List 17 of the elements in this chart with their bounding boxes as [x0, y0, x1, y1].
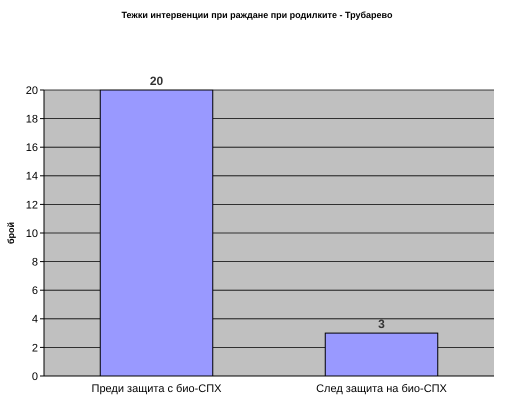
x-tick-label: След защита на био-СПХ [316, 383, 448, 395]
y-tick-label: 18 [26, 113, 38, 126]
data-label: 20 [150, 74, 164, 88]
y-tick-label: 12 [26, 199, 38, 212]
y-tick-label: 0 [32, 370, 38, 383]
y-tick-label: 4 [32, 314, 38, 326]
chart-title: Тежки интервенции при раждане при родилките - Трубарево [122, 10, 393, 20]
y-tick-label: 10 [26, 228, 38, 240]
x-tick-label: Преди защита с био-СПХ [92, 383, 222, 395]
y-tick-label: 6 [32, 285, 38, 298]
y-tick-label: 14 [26, 170, 38, 183]
y-tick-label: 16 [26, 142, 38, 154]
y-tick-label: 2 [32, 342, 38, 354]
y-axis-title: брой [6, 222, 16, 244]
y-tick-label: 20 [26, 84, 38, 97]
y-tick-label: 8 [32, 256, 38, 268]
data-label: 3 [378, 317, 386, 332]
